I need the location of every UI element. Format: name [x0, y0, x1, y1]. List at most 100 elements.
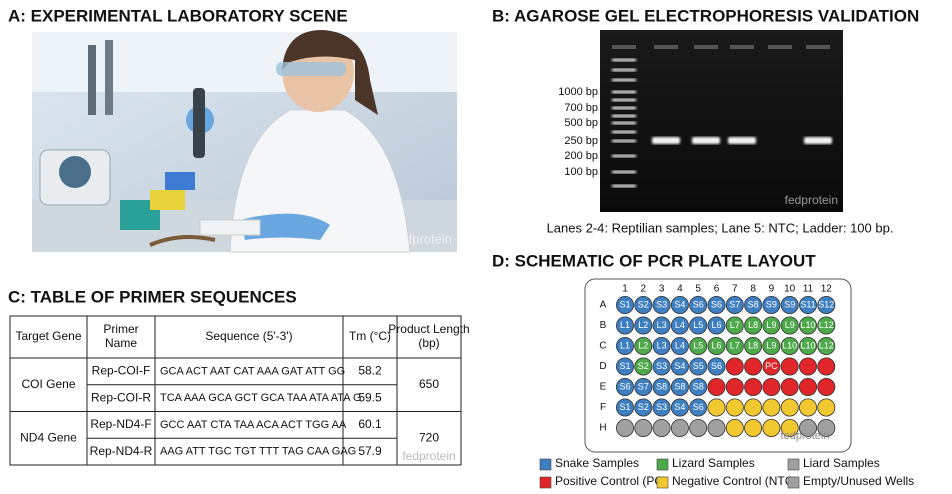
- well: [780, 316, 799, 335]
- well-label: L9: [766, 340, 776, 350]
- well: [707, 316, 726, 335]
- well: [799, 336, 818, 355]
- well: [707, 398, 726, 417]
- ladder-label: 250 bp: [564, 135, 598, 147]
- well-label: L5: [693, 340, 703, 350]
- well-label: S4: [674, 402, 685, 412]
- table-cell: 650: [419, 377, 439, 391]
- well: [799, 418, 818, 437]
- well: [707, 295, 726, 314]
- well: [725, 336, 744, 355]
- sample-band: [692, 137, 720, 144]
- watermark: fedprotein: [402, 449, 455, 463]
- well: [707, 336, 726, 355]
- watermark: fedprotein: [394, 231, 452, 246]
- well-label: L7: [730, 320, 740, 330]
- column-label: 4: [677, 284, 683, 295]
- well: [817, 316, 836, 335]
- well: [817, 357, 836, 376]
- table-cell: 58.2: [358, 364, 382, 378]
- legend-swatch: [656, 476, 669, 489]
- table-header: Product Length (bp): [388, 322, 469, 350]
- row-label: H: [599, 423, 606, 434]
- well: [744, 336, 763, 355]
- well: [762, 295, 781, 314]
- column-label: 1: [622, 284, 628, 295]
- well-label: S1: [619, 361, 630, 371]
- well-label: S9: [766, 299, 777, 309]
- column-label: 7: [732, 284, 738, 295]
- lab-photo: fedprotein: [32, 30, 457, 253]
- well: [725, 418, 744, 437]
- gel-image: fedprotein: [600, 30, 843, 212]
- well: [652, 377, 671, 396]
- well: [780, 418, 799, 437]
- well: [744, 377, 763, 396]
- well-label: S7: [638, 381, 649, 391]
- well: [744, 398, 763, 417]
- sample-band: [652, 137, 680, 144]
- sample-band: [804, 137, 832, 144]
- column-label: 12: [821, 284, 833, 295]
- well: [762, 398, 781, 417]
- ladder-band: [612, 130, 636, 134]
- well-label: L9: [785, 320, 795, 330]
- well: [616, 418, 635, 437]
- well: [670, 336, 689, 355]
- column-label: 5: [695, 284, 701, 295]
- well-label: L6: [711, 320, 721, 330]
- well: [780, 357, 799, 376]
- gel-well: [768, 45, 792, 49]
- well: [744, 295, 763, 314]
- well-label: L3: [657, 340, 667, 350]
- well-label: L3: [657, 320, 667, 330]
- well: [652, 336, 671, 355]
- well-label: L10: [800, 320, 815, 330]
- row-label: C: [599, 341, 606, 352]
- well-label: S4: [674, 299, 685, 309]
- legend-label: Lizard Samples: [672, 456, 755, 470]
- column-label: 11: [803, 284, 814, 295]
- ladder-label: 500 bp: [564, 117, 598, 129]
- row-label: B: [600, 320, 607, 331]
- well-label: S12: [818, 299, 834, 309]
- well: [616, 377, 635, 396]
- table-cell: Rep-ND4-R: [90, 444, 153, 458]
- well-label: S2: [638, 361, 649, 371]
- well-label: S6: [711, 299, 722, 309]
- well: [634, 398, 653, 417]
- well: [670, 398, 689, 417]
- well: [762, 316, 781, 335]
- ladder-band: [612, 90, 636, 94]
- well-label: S1: [619, 402, 630, 412]
- ladder-label: 1000 bp: [558, 86, 598, 98]
- ladder-band: [612, 184, 636, 188]
- well-label: L6: [711, 340, 721, 350]
- table-cell: 57.9: [358, 444, 382, 458]
- well-label: S8: [674, 381, 685, 391]
- well-label: L12: [819, 320, 834, 330]
- well: [817, 336, 836, 355]
- table-cell: 59.5: [358, 390, 382, 404]
- legend-label: Negative Control (NTC): [672, 474, 797, 488]
- well-label: S3: [656, 361, 667, 371]
- well: [670, 418, 689, 437]
- well: [780, 398, 799, 417]
- well: [780, 377, 799, 396]
- legend-label: Empty/Unused Wells: [803, 474, 914, 488]
- row-label: D: [599, 361, 606, 372]
- table-header: Sequence (5'-3'): [205, 329, 292, 343]
- table-header: Target Gene: [15, 329, 81, 343]
- ladder-label: 200 bp: [564, 150, 598, 162]
- well-label: S8: [748, 299, 759, 309]
- well: [634, 316, 653, 335]
- column-label: 2: [641, 284, 647, 295]
- ladder-band: [612, 78, 636, 82]
- ladder-band: [612, 58, 636, 62]
- watermark: fedprotein: [781, 430, 830, 442]
- ladder-band: [612, 106, 636, 110]
- well-label: S7: [729, 299, 740, 309]
- pcr-plate: 1 2 3 4 5 6 7 8 9 10 11 12A S1 S2 S3 S4 S6 S6 S7 S8 S9 S9 S11 S…: [599, 284, 836, 442]
- well: [670, 316, 689, 335]
- well: [634, 377, 653, 396]
